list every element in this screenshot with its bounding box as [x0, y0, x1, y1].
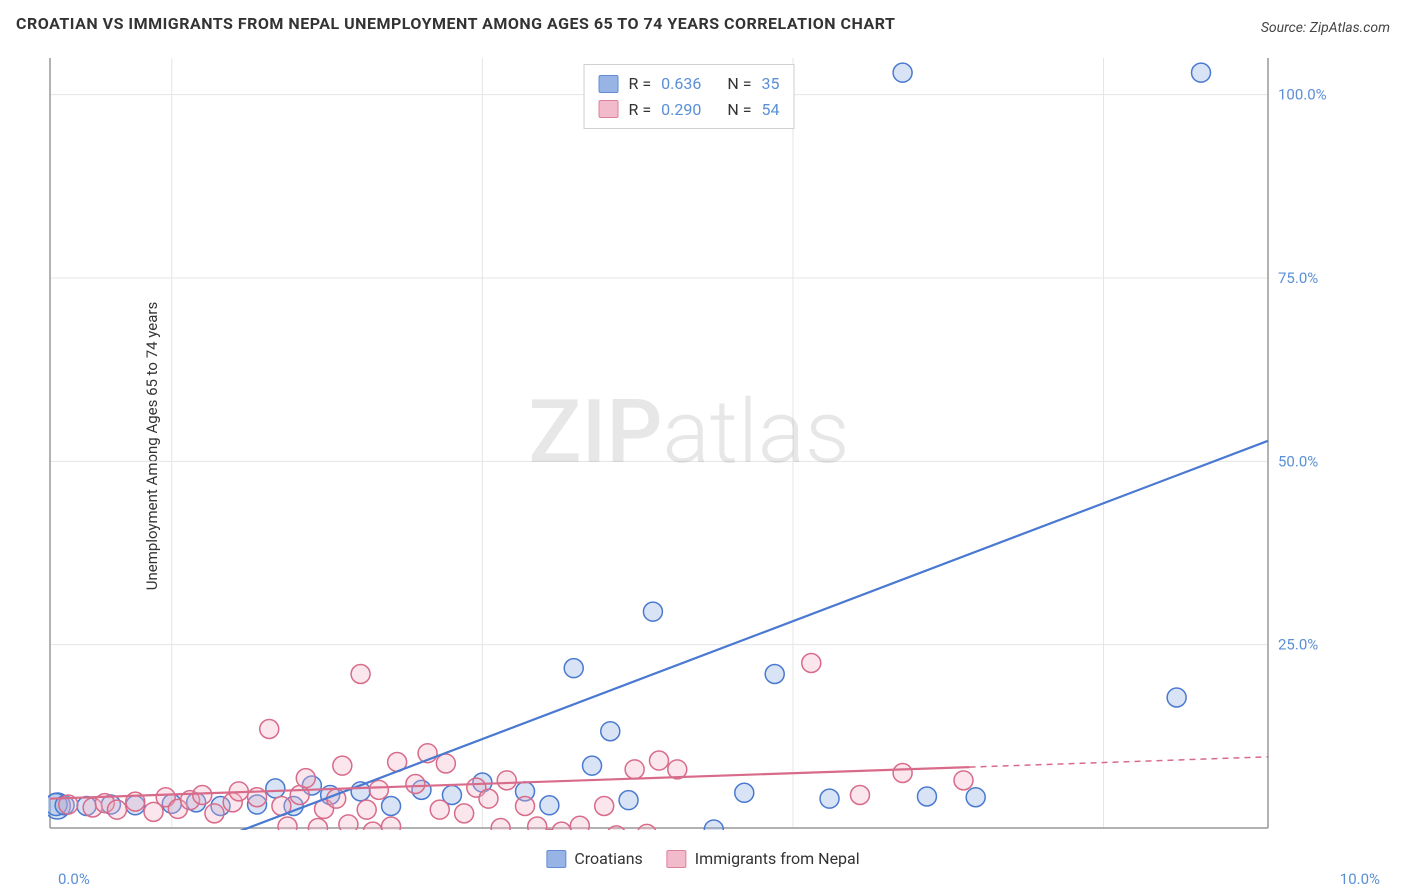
nepal-point: [357, 800, 376, 819]
correlation-stats-box: R = 0.636 N = 35 R = 0.290 N = 54: [584, 64, 795, 129]
nepal-point: [637, 824, 656, 830]
nepal-point: [455, 804, 474, 823]
croatians-point: [735, 783, 754, 802]
nepal-point: [528, 817, 547, 830]
croatians-point: [820, 789, 839, 808]
stats-n-value: 35: [761, 71, 779, 97]
nepal-point: [107, 800, 126, 819]
croatians-point: [1192, 63, 1211, 82]
stats-n-label: N =: [727, 71, 751, 97]
nepal-point: [333, 756, 352, 775]
stats-r-label: R =: [629, 97, 652, 123]
nepal-point: [850, 786, 869, 805]
stats-r-value: 0.290: [661, 97, 701, 123]
croatians-point: [266, 779, 285, 798]
nepal-point: [339, 815, 358, 830]
stats-n-label: N =: [727, 97, 751, 123]
nepal-point: [650, 751, 669, 770]
croatians-point: [704, 820, 723, 830]
series-legend: Croatians Immigrants from Nepal: [546, 849, 859, 868]
croatians-point: [540, 796, 559, 815]
croatians-point: [583, 756, 602, 775]
nepal-point: [552, 822, 571, 830]
nepal-point: [430, 800, 449, 819]
croatians-legend-swatch: [546, 850, 566, 868]
svg-text:75.0%: 75.0%: [1278, 269, 1318, 287]
svg-text:100.0%: 100.0%: [1278, 86, 1327, 104]
stats-r-value: 0.636: [661, 71, 701, 97]
nepal-point: [260, 720, 279, 739]
x-axis-min-label: 0.0%: [58, 870, 90, 888]
croatians-point: [917, 787, 936, 806]
croatians-point: [601, 722, 620, 741]
nepal-point: [516, 797, 535, 816]
legend-item-croatians: Croatians: [546, 849, 642, 868]
nepal-point: [296, 769, 315, 788]
nepal-point: [607, 826, 626, 830]
nepal-point: [308, 819, 327, 831]
scatter-chart-svg: 25.0% 50.0% 75.0% 100.0%: [48, 56, 1330, 830]
croatians-point: [966, 788, 985, 807]
croatians-trend-line: [190, 441, 1268, 830]
nepal-point: [351, 665, 370, 684]
nepal-point: [406, 775, 425, 794]
svg-text:25.0%: 25.0%: [1278, 636, 1318, 654]
nepal-legend-swatch: [667, 850, 687, 868]
nepal-point: [382, 817, 401, 830]
nepal-swatch: [599, 100, 619, 118]
nepal-point: [363, 822, 382, 830]
nepal-point: [479, 789, 498, 808]
chart-title: CROATIAN VS IMMIGRANTS FROM NEPAL UNEMPL…: [16, 14, 895, 33]
nepal-point: [802, 654, 821, 673]
croatians-point: [643, 602, 662, 621]
nepal-point: [893, 764, 912, 783]
chart-plot-area: 25.0%50.0%75.0%100.0% ZIPatlas R =0.636N…: [48, 56, 1330, 830]
nepal-point: [205, 804, 224, 823]
nepal-point: [497, 771, 516, 790]
svg-text:50.0%: 50.0%: [1278, 452, 1318, 470]
nepal-point: [625, 760, 644, 779]
nepal-point: [369, 780, 388, 799]
croatians-point: [564, 659, 583, 678]
croatians-legend-label: Croatians: [574, 849, 642, 868]
stats-n-value: 54: [761, 97, 779, 123]
stats-row-nepal: R = 0.290 N = 54: [599, 97, 780, 123]
croatians-point: [893, 63, 912, 82]
x-axis-max-label: 10.0%: [1340, 870, 1380, 888]
stats-row-croatians: R = 0.636 N = 35: [599, 71, 780, 97]
croatians-point: [1167, 688, 1186, 707]
croatians-point: [765, 665, 784, 684]
nepal-point: [278, 817, 297, 830]
croatians-swatch: [599, 75, 619, 93]
nepal-legend-label: Immigrants from Nepal: [695, 849, 860, 868]
croatians-point: [619, 791, 638, 810]
croatians-point: [382, 797, 401, 816]
source-attribution: Source: ZipAtlas.com: [1261, 20, 1390, 36]
nepal-point: [570, 816, 589, 830]
nepal-point: [595, 797, 614, 816]
nepal-point: [193, 786, 212, 805]
stats-r-label: R =: [629, 71, 652, 97]
nepal-point: [491, 819, 510, 831]
nepal-point: [436, 754, 455, 773]
nepal-point: [954, 771, 973, 790]
nepal-trend-line-extrap: [970, 757, 1268, 767]
legend-item-nepal: Immigrants from Nepal: [667, 849, 860, 868]
